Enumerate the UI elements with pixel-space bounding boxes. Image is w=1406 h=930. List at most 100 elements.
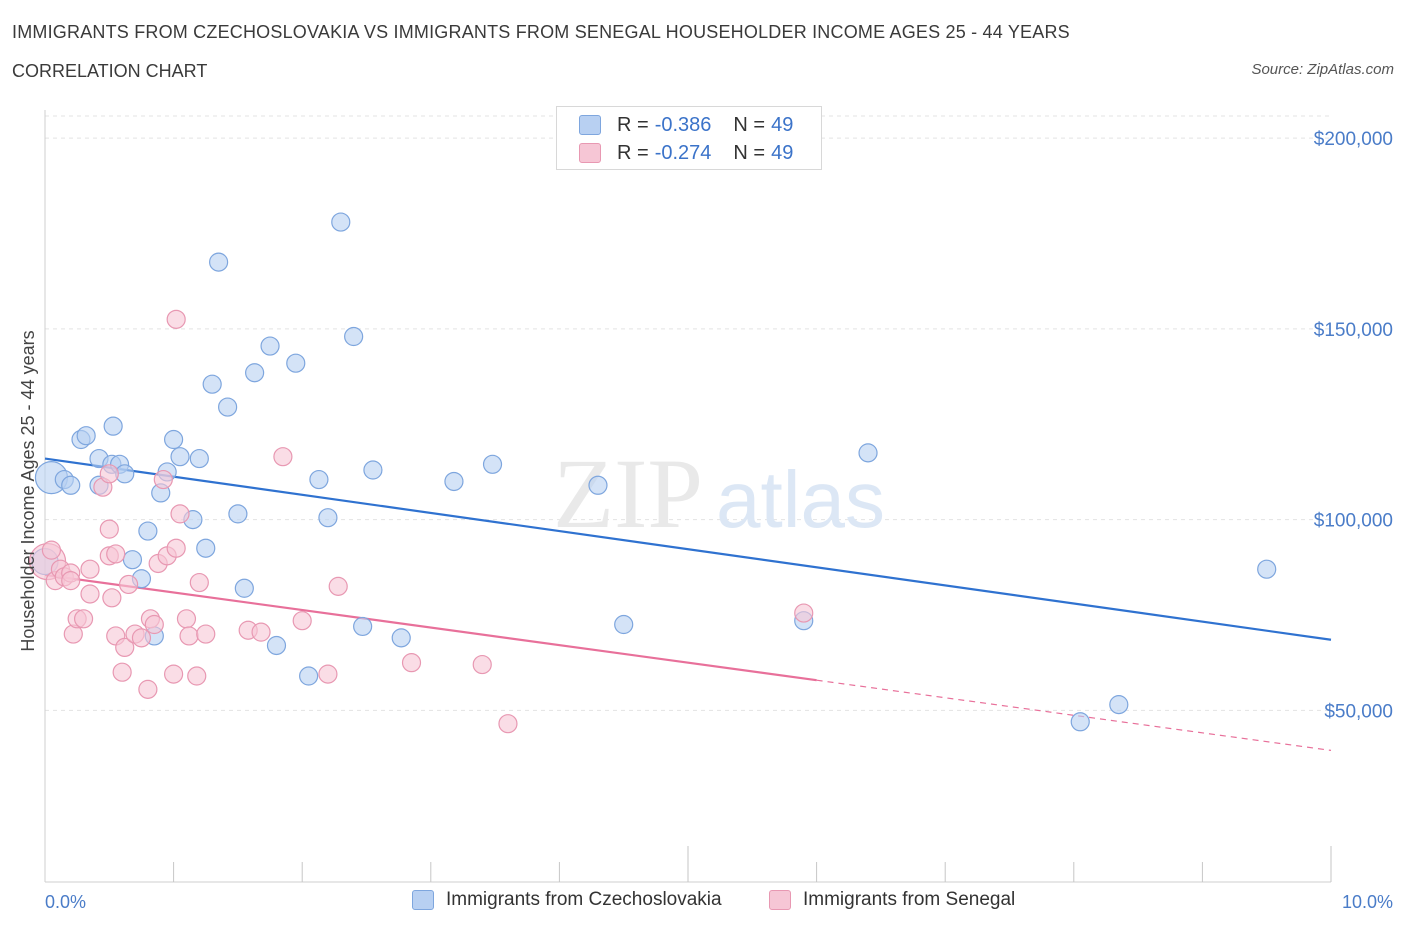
point-czechoslovakia <box>228 504 248 524</box>
point-senegal <box>131 628 152 648</box>
legend-r-value: -0.386 <box>654 113 712 136</box>
point-senegal <box>102 588 122 608</box>
point-senegal <box>472 654 492 675</box>
legend-r-label: R = <box>617 141 649 164</box>
point-czechoslovakia <box>331 212 351 232</box>
series-legend-czechoslovakia[interactable]: Immigrants from Czechoslovakia <box>412 889 722 911</box>
point-czechoslovakia <box>170 447 190 467</box>
point-czechoslovakia <box>482 454 503 474</box>
point-czechoslovakia <box>138 521 158 541</box>
point-czechoslovakia <box>76 426 96 446</box>
watermark-atlas: atlas <box>716 455 885 544</box>
point-senegal <box>115 637 135 658</box>
axis-labels: $50,000 $100,000 $150,000 $200,000 0.0% 10.0%… <box>18 129 1393 912</box>
point-czechoslovakia <box>318 508 338 528</box>
point-senegal <box>401 653 422 673</box>
point-senegal <box>328 576 348 596</box>
y-tick-label: $100,000 <box>1314 511 1393 532</box>
point-senegal <box>179 626 199 646</box>
legend-row-czechoslovakia: R = -0.386 N = 49 <box>579 113 793 137</box>
point-senegal <box>99 519 119 539</box>
legend-swatch-pink <box>579 143 601 163</box>
trend-line-czechoslovakia <box>44 457 1332 641</box>
legend-row-senegal: R = -0.274 N = 49 <box>579 141 793 165</box>
point-senegal <box>41 540 62 560</box>
legend-r-value: -0.274 <box>654 141 712 164</box>
series-name: Immigrants from Senegal <box>803 889 1016 910</box>
point-czechoslovakia <box>189 448 209 469</box>
point-czechoslovakia <box>122 550 143 570</box>
x-tick-label-min: 0.0% <box>45 892 86 912</box>
series-swatch-blue <box>412 890 434 910</box>
point-senegal <box>164 664 184 684</box>
point-czechoslovakia <box>218 397 238 417</box>
y-axis-title: Householder Income Ages 25 - 44 years <box>18 330 38 651</box>
trend-line-senegal <box>44 573 817 682</box>
data-points <box>28 212 1277 734</box>
point-czechoslovakia <box>61 475 81 495</box>
point-czechoslovakia <box>196 538 216 558</box>
trend-lines <box>44 457 1332 751</box>
point-senegal <box>73 609 94 629</box>
series-legend-senegal[interactable]: Immigrants from Senegal <box>769 889 1015 911</box>
point-czechoslovakia <box>391 628 411 648</box>
point-czechoslovakia <box>858 443 878 463</box>
point-czechoslovakia <box>588 475 608 495</box>
source-credit: Source: ZipAtlas.com <box>1251 61 1394 78</box>
point-czechoslovakia <box>614 614 634 635</box>
point-senegal <box>166 309 186 329</box>
point-czechoslovakia <box>245 363 265 383</box>
chart-subtitle: CORRELATION CHART <box>12 61 208 81</box>
point-czechoslovakia <box>353 616 373 637</box>
legend-swatch-blue <box>579 115 601 135</box>
y-tick-label: $50,000 <box>1324 701 1393 722</box>
point-czechoslovakia <box>266 635 287 656</box>
point-senegal <box>176 609 197 629</box>
point-czechoslovakia <box>444 471 464 492</box>
point-senegal <box>251 622 271 642</box>
series-swatch-pink <box>769 890 791 910</box>
point-czechoslovakia <box>202 374 222 394</box>
point-senegal <box>61 571 81 591</box>
legend-n-label: N = <box>733 141 766 164</box>
point-senegal <box>794 603 814 623</box>
point-senegal <box>153 469 173 490</box>
point-czechoslovakia <box>309 469 329 490</box>
point-senegal <box>196 624 216 644</box>
point-czechoslovakia <box>103 416 123 436</box>
point-czechoslovakia <box>1257 559 1277 579</box>
point-czechoslovakia <box>234 578 254 598</box>
point-senegal <box>118 574 139 595</box>
axes <box>44 110 1332 883</box>
point-czechoslovakia <box>299 666 319 686</box>
point-senegal <box>189 572 209 593</box>
point-czechoslovakia <box>164 429 184 450</box>
point-senegal <box>170 504 190 524</box>
legend-r-label: R = <box>617 113 649 136</box>
trend-line-senegal-extrapolated <box>816 679 1332 751</box>
legend-n-value: 49 <box>771 141 794 164</box>
point-senegal <box>106 544 126 564</box>
y-tick-label: $150,000 <box>1314 320 1393 341</box>
point-senegal <box>112 662 132 682</box>
legend-n-label: N = <box>733 113 766 136</box>
point-czechoslovakia <box>344 326 364 347</box>
point-senegal <box>187 666 207 686</box>
point-czechoslovakia <box>209 252 229 272</box>
point-senegal <box>318 664 338 684</box>
point-senegal <box>138 679 158 699</box>
point-senegal <box>80 584 100 604</box>
point-senegal <box>80 559 100 579</box>
point-senegal <box>273 447 293 467</box>
point-senegal <box>99 464 119 484</box>
watermark-zip: ZIP <box>553 438 703 549</box>
series-name: Immigrants from Czechoslovakia <box>446 889 722 910</box>
point-czechoslovakia <box>1070 712 1090 732</box>
chart-title: IMMIGRANTS FROM CZECHOSLOVAKIA VS IMMIGR… <box>12 22 1070 42</box>
point-czechoslovakia <box>363 460 383 480</box>
point-senegal <box>292 611 312 631</box>
grid-lines <box>45 115 1331 711</box>
legend-n-value: 49 <box>771 113 794 136</box>
stats-legend: R = -0.386 N = 49 R = -0.274 N = 49 <box>556 106 822 170</box>
